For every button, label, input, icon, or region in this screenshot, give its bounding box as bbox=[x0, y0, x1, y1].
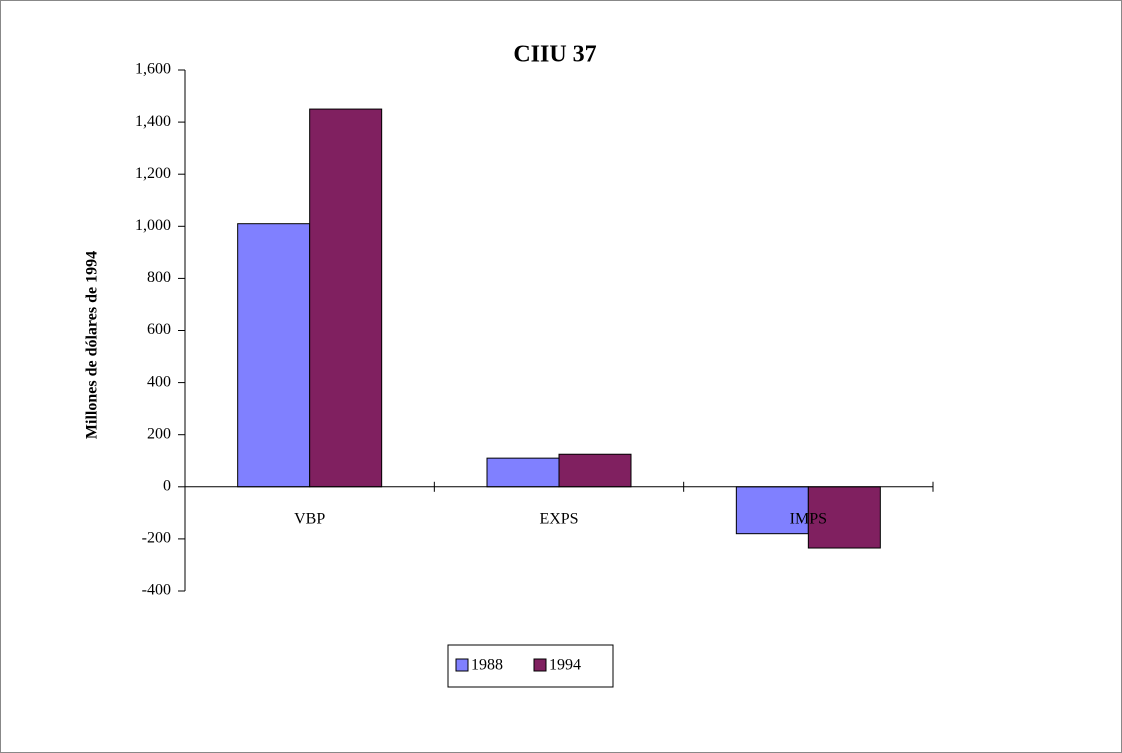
legend-swatch bbox=[533, 658, 547, 672]
x-tick-label: VBP bbox=[294, 510, 325, 527]
y-tick-label: 1,400 bbox=[135, 113, 171, 130]
bar bbox=[237, 223, 311, 488]
y-tick-label: -400 bbox=[142, 582, 171, 599]
y-tick-label: 1,600 bbox=[135, 61, 171, 78]
x-tick-label: IMPS bbox=[790, 510, 827, 527]
bar bbox=[309, 108, 383, 488]
x-tick-label: EXPS bbox=[539, 510, 578, 527]
y-tick-label: 0 bbox=[163, 477, 171, 494]
y-tick-label: 1,200 bbox=[135, 165, 171, 182]
y-tick-label: 600 bbox=[147, 321, 171, 338]
chart-title: CIIU 37 bbox=[513, 42, 596, 68]
y-tick-label: 200 bbox=[147, 425, 171, 442]
legend-label: 1988 bbox=[471, 657, 503, 674]
y-tick-label: 1,000 bbox=[135, 217, 171, 234]
legend-label: 1994 bbox=[549, 657, 581, 674]
legend-box bbox=[447, 644, 614, 688]
bar bbox=[486, 457, 560, 488]
bar bbox=[558, 453, 632, 488]
y-tick-label: -200 bbox=[142, 530, 171, 547]
y-tick-label: 800 bbox=[147, 269, 171, 286]
y-tick-label: 400 bbox=[147, 373, 171, 390]
y-axis-label: Millones de dólares de 1994 bbox=[84, 251, 101, 439]
legend-swatch bbox=[455, 658, 469, 672]
